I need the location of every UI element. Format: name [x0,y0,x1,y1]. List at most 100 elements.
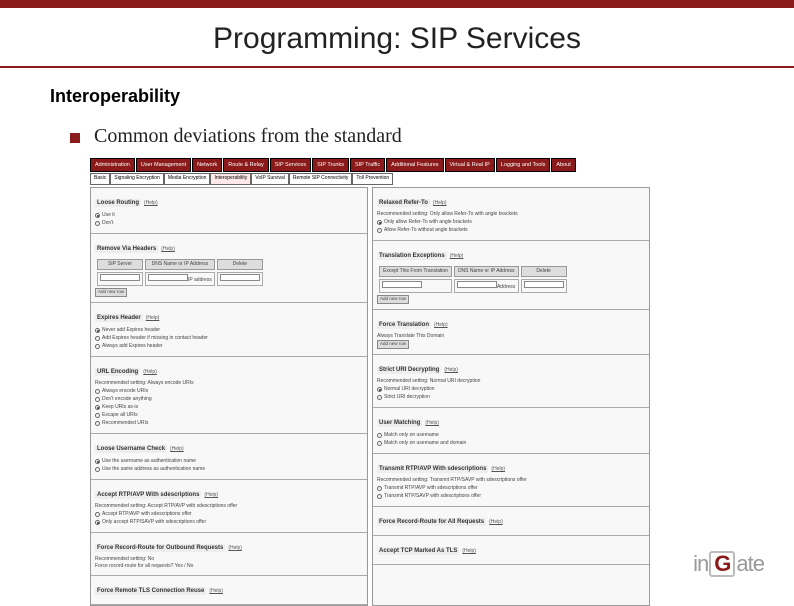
nav-tab[interactable]: Administration [90,158,135,172]
option-row[interactable]: Use it [95,212,363,219]
title-underline [0,66,794,68]
table-cell[interactable] [217,272,263,286]
subnav-tab[interactable]: Interoperability [210,173,251,185]
option-row[interactable]: Strict URI decryption [377,394,645,401]
table-cell[interactable]: IP address [145,272,215,286]
option-row[interactable]: Always encode URIs [95,388,363,395]
option-row[interactable]: Add Expires header if missing in contact… [95,335,363,342]
option-row[interactable]: Recommended URIs [95,420,363,427]
option-row[interactable]: Only accept RTP/SAVP with sdescriptions … [95,519,363,526]
nav-tab[interactable]: SIP Traffic [350,158,385,172]
text-input[interactable] [220,274,260,281]
radio-icon[interactable] [95,213,100,218]
help-link[interactable]: (Help) [425,420,439,426]
radio-icon[interactable] [95,221,100,226]
option-row[interactable]: Use the username as authentication name [95,458,363,465]
text-input[interactable] [524,281,564,288]
subnav-tab[interactable]: Toll Prevention [352,173,393,185]
nav-tab[interactable]: Logging and Tools [496,158,551,172]
radio-icon[interactable] [95,520,100,525]
radio-icon[interactable] [377,441,382,446]
help-link[interactable]: (Help) [204,492,218,498]
radio-icon[interactable] [95,413,100,418]
option-row[interactable]: Always add Expires header [95,343,363,350]
option-row[interactable]: Normal URI decryption [377,386,645,393]
help-link[interactable]: (Help) [161,246,175,252]
option-row[interactable]: Match only on username [377,432,645,439]
radio-icon[interactable] [95,467,100,472]
subnav-tab[interactable]: VoIP Survival [251,173,289,185]
help-link[interactable]: (Help) [144,200,158,206]
option-row[interactable]: Use the same address as authentication n… [95,466,363,473]
help-link[interactable]: (Help) [450,253,464,259]
table-cell[interactable]: Address [454,279,519,293]
option-label: Transmit RTP/AVP with sdescriptions offe… [384,485,478,492]
option-label: Allow Refer-To without angle brackets [384,227,468,234]
radio-icon[interactable] [377,387,382,392]
text-input[interactable] [457,281,497,288]
help-link[interactable]: (Help) [170,446,184,452]
text-input[interactable] [148,274,188,281]
help-link[interactable]: (Help) [209,588,223,594]
help-link[interactable]: (Help) [228,545,242,551]
text-input[interactable] [100,274,140,281]
option-row[interactable]: Allow Refer-To without angle brackets [377,227,645,234]
panel-heading: Transmit RTP/AVP With sdescriptions [377,465,488,473]
add-row-button[interactable]: Add new row [95,288,127,297]
radio-icon[interactable] [95,405,100,410]
nav-tab[interactable]: About [551,158,575,172]
option-row[interactable]: Accept RTP/AVP with sdescriptions offer [95,511,363,518]
option-row[interactable]: Keep URIs as-is [95,404,363,411]
option-row[interactable]: Escape all URIs [95,412,363,419]
nav-tab[interactable]: User Management [136,158,191,172]
subnav-tab[interactable]: Media Encryption [164,173,211,185]
radio-icon[interactable] [95,421,100,426]
table-cell[interactable] [97,272,143,286]
nav-tab[interactable]: Route & Relay [223,158,268,172]
radio-icon[interactable] [377,220,382,225]
help-link[interactable]: (Help) [489,519,503,525]
add-row-button[interactable]: Add new row [377,295,409,304]
radio-icon[interactable] [95,397,100,402]
nav-tab[interactable]: Additional Features [386,158,443,172]
table-cell[interactable] [521,279,567,293]
radio-icon[interactable] [377,395,382,400]
option-row[interactable]: Transmit RTP/AVP with sdescriptions offe… [377,485,645,492]
subnav-tab[interactable]: Signaling Encryption [110,173,164,185]
help-link[interactable]: (Help) [462,548,476,554]
subnav-tab[interactable]: Remote SIP Connectivity [289,173,353,185]
table-cell[interactable] [379,279,452,293]
nav-tab[interactable]: Virtual & Real IP [445,158,495,172]
text-input[interactable] [382,281,422,288]
help-link[interactable]: (Help) [143,369,157,375]
option-row[interactable]: Don't encode anything [95,396,363,403]
radio-icon[interactable] [95,389,100,394]
radio-icon[interactable] [377,494,382,499]
radio-icon[interactable] [95,336,100,341]
embedded-screenshot: AdministrationUser ManagementNetworkRout… [90,158,650,606]
option-row[interactable]: Only allow Refer-To with angle brackets [377,219,645,226]
panel-section: Transmit RTP/AVP With sdescriptions(Help… [373,454,649,507]
option-label: Use the same address as authentication n… [102,466,205,473]
help-link[interactable]: (Help) [434,322,448,328]
option-row[interactable]: Never add Expires header [95,327,363,334]
help-link[interactable]: (Help) [146,315,160,321]
option-row[interactable]: Match only on username and domain [377,440,645,447]
help-link[interactable]: (Help) [444,367,458,373]
radio-icon[interactable] [95,328,100,333]
nav-tab[interactable]: Network [192,158,222,172]
radio-icon[interactable] [95,344,100,349]
radio-icon[interactable] [95,459,100,464]
radio-icon[interactable] [377,433,382,438]
help-link[interactable]: (Help) [433,200,447,206]
nav-tab[interactable]: SIP Trunks [312,158,349,172]
option-row[interactable]: Transmit RTP/SAVP with sdescriptions off… [377,493,645,500]
radio-icon[interactable] [95,512,100,517]
option-row[interactable]: Don't [95,220,363,227]
radio-icon[interactable] [377,486,382,491]
radio-icon[interactable] [377,228,382,233]
nav-tab[interactable]: SIP Services [270,158,311,172]
subnav-tab[interactable]: Basic [90,173,110,185]
help-link[interactable]: (Help) [491,466,505,472]
add-row-button[interactable]: Add new row [377,340,409,349]
